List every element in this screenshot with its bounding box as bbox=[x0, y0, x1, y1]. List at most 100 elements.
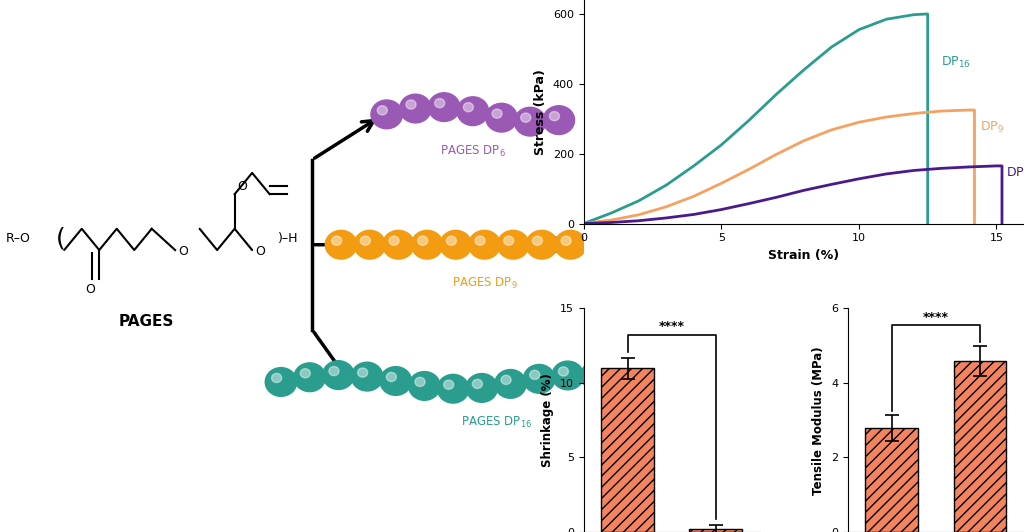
Circle shape bbox=[463, 103, 485, 123]
Circle shape bbox=[644, 376, 654, 385]
Circle shape bbox=[443, 380, 454, 389]
Circle shape bbox=[504, 236, 514, 245]
Circle shape bbox=[323, 361, 354, 389]
Circle shape bbox=[701, 381, 724, 401]
Circle shape bbox=[440, 230, 471, 259]
Bar bbox=[601, 368, 654, 532]
Circle shape bbox=[332, 237, 353, 257]
Circle shape bbox=[389, 237, 411, 257]
Circle shape bbox=[371, 100, 402, 129]
Circle shape bbox=[543, 106, 574, 135]
Circle shape bbox=[475, 236, 485, 245]
Circle shape bbox=[265, 368, 297, 396]
Circle shape bbox=[406, 101, 428, 121]
Text: O: O bbox=[86, 284, 95, 296]
Text: DP$_{9}$: DP$_{9}$ bbox=[980, 120, 1005, 135]
Circle shape bbox=[584, 230, 615, 259]
Circle shape bbox=[418, 236, 428, 245]
Circle shape bbox=[552, 361, 584, 390]
Circle shape bbox=[667, 373, 698, 402]
Circle shape bbox=[326, 230, 356, 259]
Circle shape bbox=[701, 380, 712, 389]
Circle shape bbox=[437, 375, 469, 403]
Circle shape bbox=[434, 99, 457, 119]
Circle shape bbox=[412, 230, 442, 259]
Circle shape bbox=[446, 236, 457, 245]
Circle shape bbox=[555, 230, 587, 259]
X-axis label: Strain (%): Strain (%) bbox=[768, 249, 840, 262]
Circle shape bbox=[587, 368, 609, 388]
Text: O: O bbox=[238, 180, 248, 193]
Circle shape bbox=[638, 370, 670, 398]
Circle shape bbox=[615, 371, 638, 392]
Circle shape bbox=[532, 237, 554, 257]
Circle shape bbox=[389, 236, 399, 245]
Y-axis label: Shrinkage (%): Shrinkage (%) bbox=[542, 373, 554, 467]
Circle shape bbox=[529, 371, 552, 391]
Circle shape bbox=[520, 113, 530, 122]
Text: DP$_{6}$: DP$_{6}$ bbox=[1007, 166, 1024, 181]
Circle shape bbox=[434, 98, 444, 107]
Text: (: ( bbox=[55, 226, 66, 251]
Circle shape bbox=[472, 380, 495, 400]
Circle shape bbox=[529, 370, 540, 379]
Circle shape bbox=[492, 109, 502, 118]
Circle shape bbox=[332, 236, 342, 245]
Circle shape bbox=[673, 379, 683, 389]
Circle shape bbox=[463, 103, 473, 112]
Circle shape bbox=[329, 367, 339, 376]
Circle shape bbox=[673, 380, 695, 400]
Circle shape bbox=[446, 237, 468, 257]
Text: )–H: )–H bbox=[279, 232, 299, 245]
Circle shape bbox=[357, 368, 368, 377]
Bar bbox=[865, 428, 919, 532]
Circle shape bbox=[329, 367, 351, 387]
Circle shape bbox=[360, 237, 382, 257]
Bar bbox=[953, 361, 1007, 532]
Text: PAGES DP$_9$: PAGES DP$_9$ bbox=[452, 276, 517, 290]
Circle shape bbox=[501, 375, 511, 385]
Circle shape bbox=[561, 236, 571, 245]
Text: PAGES DP$_{16}$: PAGES DP$_{16}$ bbox=[461, 415, 531, 430]
Y-axis label: Stress (kPa): Stress (kPa) bbox=[535, 69, 547, 155]
Circle shape bbox=[549, 112, 559, 121]
Circle shape bbox=[457, 97, 488, 126]
Text: ****: **** bbox=[923, 311, 949, 324]
Circle shape bbox=[495, 370, 526, 398]
Circle shape bbox=[380, 367, 412, 395]
Circle shape bbox=[428, 93, 460, 121]
Circle shape bbox=[354, 230, 385, 259]
Circle shape bbox=[526, 230, 558, 259]
Circle shape bbox=[475, 237, 497, 257]
Bar bbox=[689, 529, 742, 532]
Circle shape bbox=[386, 372, 396, 381]
Circle shape bbox=[485, 103, 517, 132]
Circle shape bbox=[504, 237, 525, 257]
Circle shape bbox=[587, 367, 597, 376]
Text: DP$_{16}$: DP$_{16}$ bbox=[941, 55, 972, 70]
Circle shape bbox=[351, 362, 383, 391]
Circle shape bbox=[695, 375, 727, 403]
Circle shape bbox=[418, 237, 439, 257]
Circle shape bbox=[443, 381, 466, 401]
Circle shape bbox=[360, 236, 371, 245]
Circle shape bbox=[644, 376, 667, 396]
Circle shape bbox=[618, 237, 640, 257]
Text: O: O bbox=[178, 245, 187, 257]
Circle shape bbox=[609, 365, 641, 394]
Circle shape bbox=[520, 114, 543, 134]
Text: O: O bbox=[255, 245, 265, 257]
Circle shape bbox=[406, 100, 416, 109]
Y-axis label: Tensile Modulus (MPa): Tensile Modulus (MPa) bbox=[812, 346, 825, 495]
Circle shape bbox=[501, 376, 523, 396]
Circle shape bbox=[498, 230, 528, 259]
Circle shape bbox=[294, 363, 326, 392]
Circle shape bbox=[618, 236, 629, 245]
Circle shape bbox=[399, 94, 431, 123]
Circle shape bbox=[615, 370, 626, 380]
Circle shape bbox=[357, 369, 380, 389]
Circle shape bbox=[549, 112, 571, 132]
Text: R–O: R–O bbox=[6, 232, 31, 245]
Text: ****: **** bbox=[658, 320, 685, 333]
Circle shape bbox=[492, 110, 514, 130]
